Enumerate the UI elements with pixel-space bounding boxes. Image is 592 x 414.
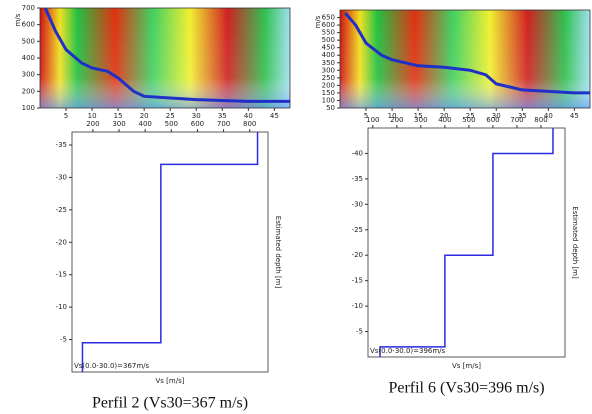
heatmap-shade [340, 10, 590, 108]
y-tick-label: 50 [326, 104, 335, 112]
y-tick-label: -15 [56, 271, 67, 279]
y-tick-label: 450 [322, 44, 335, 52]
y-tick-label: 400 [322, 51, 335, 59]
y-tick-label: -30 [352, 200, 363, 208]
x-tick-label: 10 [88, 112, 97, 120]
y-tick-label: 200 [322, 81, 335, 89]
y-axis-label: m/s [14, 13, 22, 26]
y-tick-label: -5 [60, 336, 67, 344]
x-tick-label: 600 [486, 116, 499, 124]
x-axis-label: Vs [m/s] [452, 362, 481, 370]
x-tick-label: 40 [244, 112, 253, 120]
y-tick-label: 100 [322, 96, 335, 104]
x-tick-label: 200 [86, 120, 99, 128]
y-axis-label: Estimated depth [m] [274, 216, 282, 289]
x-tick-label: 600 [191, 120, 204, 128]
y-tick-label: 300 [322, 66, 335, 74]
y-tick-label: 700 [22, 4, 35, 12]
x-tick-label: 25 [466, 112, 475, 120]
y-tick-label: 600 [322, 21, 335, 29]
x-tick-label: 30 [192, 112, 201, 120]
y-tick-label: -25 [352, 226, 363, 234]
data-line [81, 132, 259, 372]
x-tick-label: 45 [570, 112, 579, 120]
y-tick-label: -40 [352, 149, 363, 157]
caption: Perfil 2 (Vs30=367 m/s) [92, 395, 248, 412]
x-tick-label: 400 [438, 116, 451, 124]
x-tick-label: 20 [140, 112, 149, 120]
x-tick-label: 25 [166, 112, 175, 120]
x-tick-label: 800 [243, 120, 256, 128]
x-tick-label: 200 [390, 116, 403, 124]
x-tick-label: 300 [112, 120, 125, 128]
y-tick-label: -15 [352, 277, 363, 285]
y-axis-label: m/s [314, 15, 322, 28]
y-tick-label: -5 [356, 328, 363, 336]
data-line [43, 7, 290, 103]
heatmap-shade [40, 8, 290, 108]
x-tick-label: 20 [440, 112, 449, 120]
x-axis-label: Vs [m/s] [156, 377, 185, 385]
y-tick-label: 600 [22, 21, 35, 29]
plot-frame [367, 127, 566, 358]
x-tick-label: 35 [518, 112, 527, 120]
y-tick-label: 550 [322, 29, 335, 37]
x-tick-label: 15 [114, 112, 123, 120]
x-tick-label: 5 [64, 112, 68, 120]
x-tick-label: 700 [217, 120, 230, 128]
x-tick-label: 700 [510, 116, 523, 124]
y-tick-label: -20 [56, 238, 67, 246]
caption: Perfil 6 (Vs30=396 m/s) [388, 380, 544, 397]
annotation: Vs(0.0-30.0)=367m/s [74, 362, 150, 370]
x-tick-label: 5 [364, 112, 368, 120]
plot-frame [339, 9, 591, 109]
x-tick-label: 500 [462, 116, 475, 124]
plot-frame [71, 131, 269, 373]
x-tick-label: 40 [544, 112, 553, 120]
y-tick-label: -20 [352, 251, 363, 259]
y-tick-label: -25 [56, 206, 67, 214]
x-tick-label: 100 [366, 116, 379, 124]
data-line [379, 128, 554, 357]
y-tick-label: 150 [322, 89, 335, 97]
x-tick-label: 15 [414, 112, 423, 120]
y-tick-label: 400 [22, 54, 35, 62]
y-tick-label: 650 [322, 14, 335, 22]
y-tick-label: -10 [352, 302, 363, 310]
x-tick-label: 300 [414, 116, 427, 124]
x-tick-label: 800 [534, 116, 547, 124]
y-tick-label: 250 [322, 74, 335, 82]
x-tick-label: 500 [165, 120, 178, 128]
annotation: Vs(0.0-30.0)=396m/s [370, 347, 446, 355]
y-tick-label: -30 [56, 173, 67, 181]
y-tick-label: -35 [56, 141, 67, 149]
y-tick-label: -35 [352, 175, 363, 183]
y-tick-label: 200 [22, 87, 35, 95]
x-tick-label: 45 [270, 112, 279, 120]
data-line [344, 12, 590, 95]
y-tick-label: 300 [22, 71, 35, 79]
x-tick-label: 400 [138, 120, 151, 128]
x-tick-label: 10 [388, 112, 397, 120]
y-tick-label: -10 [56, 303, 67, 311]
y-tick-label: 500 [22, 37, 35, 45]
x-tick-label: 35 [218, 112, 227, 120]
y-tick-label: 350 [322, 59, 335, 67]
y-tick-label: 500 [322, 36, 335, 44]
y-tick-label: 100 [22, 104, 35, 112]
y-axis-label: Estimated depth [m] [571, 206, 579, 279]
x-tick-label: 30 [492, 112, 501, 120]
